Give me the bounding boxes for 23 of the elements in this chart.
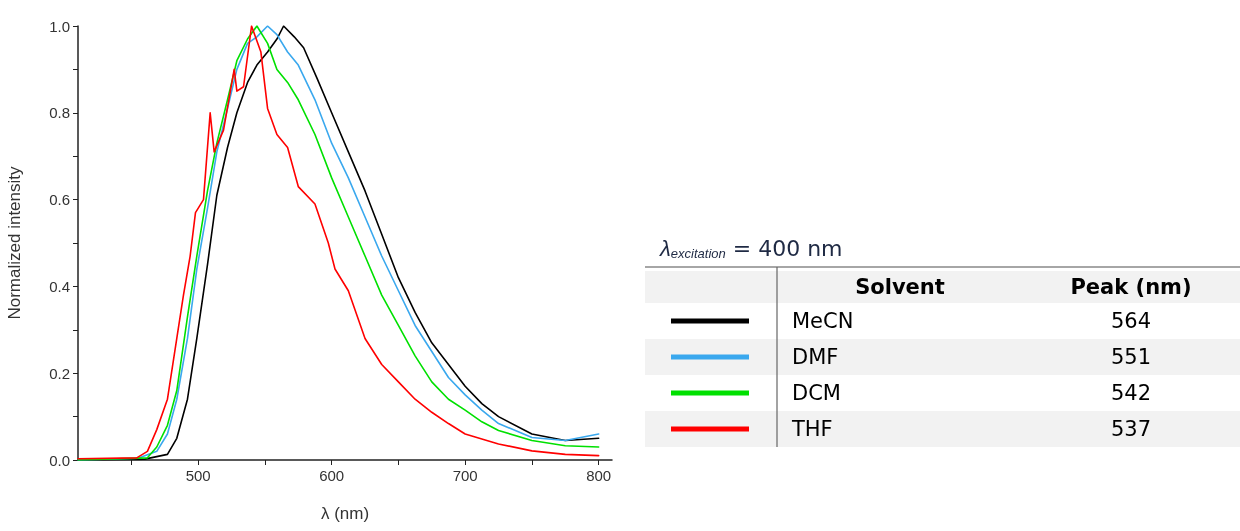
legend-label: DMF: [792, 345, 839, 369]
x-tick-label: 600: [319, 467, 345, 484]
text: 564: [1110, 309, 1152, 333]
y-tick-label: 1.0: [49, 17, 70, 35]
text: λexcitation = 400 nm: [659, 235, 843, 261]
x-tick-label: 800: [586, 467, 612, 484]
legend-label: MeCN: [792, 309, 854, 333]
text: 537: [1110, 417, 1152, 441]
legend-label: THF: [791, 417, 833, 441]
y-tick-label: 0.8: [49, 104, 70, 122]
legend-label: DCM: [792, 381, 841, 405]
y-tick-label: 0.0: [49, 451, 70, 469]
text: Peak (nm): [1070, 275, 1192, 299]
text: Solvent: [855, 275, 945, 299]
x-axis-title: λ (nm): [320, 504, 370, 523]
y-tick-label: 0.6: [49, 191, 70, 209]
y-tick-label: 0.2: [49, 364, 70, 382]
x-tick-label: 700: [452, 467, 478, 484]
text: 551: [1110, 345, 1152, 369]
y-tick-label: 0.4: [49, 277, 70, 295]
x-tick-label: 500: [185, 467, 211, 484]
y-axis-title: Normalized intensity: [5, 165, 24, 320]
text: 542: [1110, 381, 1152, 405]
